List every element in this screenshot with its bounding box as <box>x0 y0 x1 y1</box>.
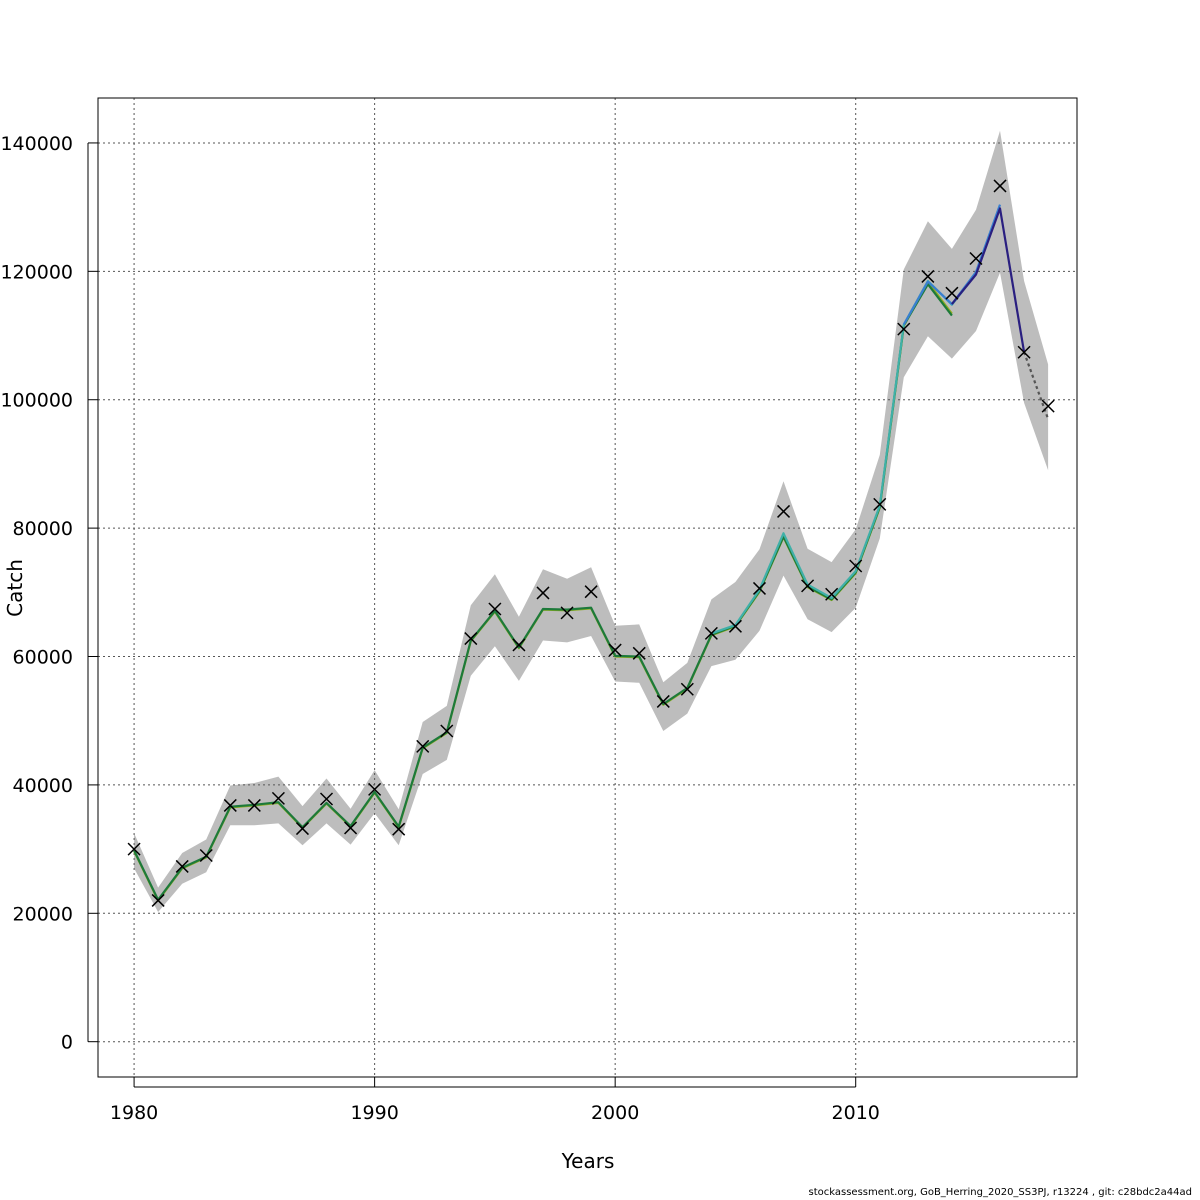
observed-point <box>680 682 694 696</box>
observed-point <box>993 179 1007 193</box>
observed-point <box>416 739 430 753</box>
y-tick-label: 120000 <box>0 261 73 283</box>
series-line-layer <box>133 204 1050 902</box>
series-line-2 <box>133 283 953 901</box>
observed-point <box>704 626 718 640</box>
x-tick-label: 2010 <box>832 1102 880 1124</box>
observed-point <box>536 586 550 600</box>
plot-frame <box>97 97 1078 1078</box>
y-tick-label: 20000 <box>13 903 73 925</box>
grid-layer <box>98 98 1077 1077</box>
observed-point <box>632 646 646 660</box>
x-tick-label: 2000 <box>591 1102 639 1124</box>
observed-point <box>512 638 526 652</box>
observed-point <box>392 822 406 836</box>
series-line-5 <box>951 207 1026 353</box>
observed-point <box>319 792 334 806</box>
y-tick-label: 80000 <box>13 518 73 540</box>
observed-point <box>969 251 983 266</box>
axis-layer: 1980 1990 2000 2010 0 20000 40000 60000 80000 100… <box>0 133 879 1124</box>
confidence-band <box>134 130 1049 912</box>
x-axis-title: Years <box>561 1149 615 1173</box>
observed-point <box>271 791 285 805</box>
footer-credit: stockassessment.org, GoB_Herring_2020_SS… <box>808 1187 1193 1198</box>
confidence-band-layer <box>134 130 1049 912</box>
observed-point <box>1017 345 1031 359</box>
y-tick-label: 60000 <box>13 647 73 669</box>
observed-point <box>752 581 767 595</box>
observed-point <box>728 619 742 633</box>
observed-point <box>127 842 141 856</box>
observed-point <box>560 606 574 620</box>
observed-point <box>199 848 213 863</box>
observed-point <box>368 782 382 796</box>
observed-point <box>849 559 863 573</box>
observed-point <box>945 286 959 300</box>
x-tick-label: 1990 <box>350 1102 398 1124</box>
observed-point <box>921 269 935 283</box>
y-axis-title: Catch <box>3 559 27 617</box>
observed-point <box>151 893 165 907</box>
observed-points-layer <box>127 179 1055 907</box>
observed-point <box>584 585 598 599</box>
observed-point <box>223 798 237 812</box>
observed-point <box>873 497 887 511</box>
observed-point <box>801 579 815 593</box>
y-tick-label: 40000 <box>13 775 73 797</box>
observed-point <box>488 602 502 616</box>
observed-point <box>608 643 622 657</box>
observed-point <box>1041 399 1055 413</box>
y-tick-label: 0 <box>61 1032 73 1054</box>
observed-point <box>440 724 454 738</box>
observed-point <box>464 632 478 646</box>
observed-point <box>777 504 791 518</box>
observed-point <box>656 694 670 708</box>
x-tick-label: 1980 <box>110 1102 158 1124</box>
observed-point <box>344 821 358 835</box>
y-tick-label: 140000 <box>0 133 73 155</box>
observed-point <box>295 822 309 836</box>
observed-point <box>175 859 189 873</box>
observed-point <box>247 798 261 812</box>
observed-point <box>825 587 839 601</box>
observed-point <box>897 322 911 336</box>
y-tick-label: 100000 <box>0 390 73 412</box>
